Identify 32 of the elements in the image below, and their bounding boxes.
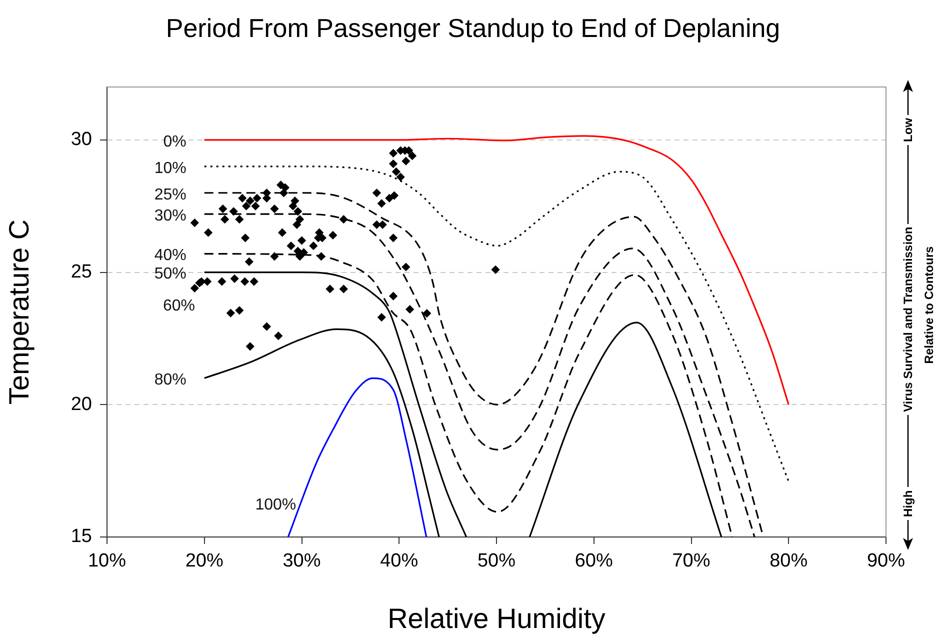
series-label: 0% <box>163 133 186 150</box>
series-label: 40% <box>154 247 186 264</box>
series-label: 10% <box>154 160 186 177</box>
line-series <box>204 135 790 406</box>
series-label: 100% <box>255 496 296 514</box>
x-tick-label: 30% <box>282 550 321 572</box>
x-tick-label: 20% <box>185 550 224 572</box>
x-tick-label: 90% <box>866 550 906 572</box>
y-axis-title: Temperature C <box>4 219 35 405</box>
y-tick-label: 20 <box>70 394 92 415</box>
y-tick-label: 15 <box>70 526 92 548</box>
text: Relative to Contours <box>922 246 936 364</box>
text: Low <box>900 115 916 145</box>
text: High <box>900 487 916 520</box>
series-label: 25% <box>154 186 186 204</box>
series-label: 50% <box>154 266 186 283</box>
text: Virus Survival and Transmission <box>900 224 916 415</box>
y-tick-label: 25 <box>70 262 92 283</box>
series-label: 80% <box>154 372 186 389</box>
annotation: 60% <box>162 297 195 314</box>
x-tick-label: 40% <box>380 550 418 572</box>
line-series <box>204 166 790 482</box>
x-tick-label: 10% <box>88 550 126 572</box>
x-tick-label: 80% <box>770 550 808 572</box>
x-tick-label: 60% <box>574 550 613 572</box>
y-tick-label: 30 <box>70 129 92 150</box>
chart-title: Period From Passenger Standup to End of Deplaning <box>166 13 780 44</box>
series-label: 30% <box>154 207 186 224</box>
x-tick-label: 50% <box>477 550 516 572</box>
line-series <box>204 328 440 537</box>
x-axis-title: Relative Humidity <box>388 602 606 634</box>
x-tick-label: 70% <box>672 550 710 572</box>
